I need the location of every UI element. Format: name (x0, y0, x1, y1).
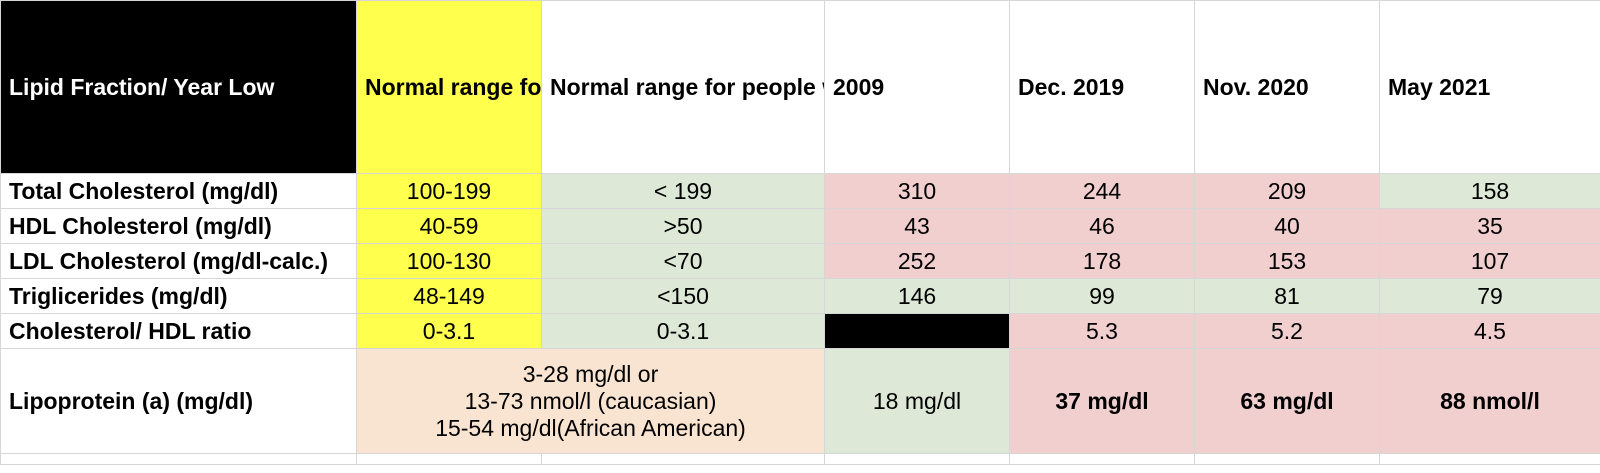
empty-row (0, 453, 1600, 465)
table-row: LDL Cholesterol (mg/dl-calc.) 100-130 <7… (0, 243, 1600, 279)
row-label-cell[interactable]: Total Cholesterol (mg/dl) (0, 173, 357, 209)
value-cell[interactable]: 40 (1194, 208, 1380, 244)
blank-black-cell[interactable] (824, 313, 1010, 349)
header-year-text: May 2021 (1388, 73, 1491, 100)
header-year-text: Dec. 2019 (1018, 73, 1125, 100)
table-row: Total Cholesterol (mg/dl) 100-199 < 199 … (0, 173, 1600, 209)
row-label-cell[interactable]: LDL Cholesterol (mg/dl-calc.) (0, 243, 357, 279)
value-cell[interactable]: 99 (1009, 278, 1195, 314)
lipoprotein-row: Lipoprotein (a) (mg/dl) 3-28 mg/dl or 13… (0, 348, 1600, 454)
header-year-text: 2009 (833, 73, 885, 100)
normal-all-cell[interactable]: 48-149 (356, 278, 542, 314)
header-cell-year[interactable]: Dec. 2019 (1009, 0, 1195, 174)
normal-risk-cell[interactable]: <70 (541, 243, 825, 279)
empty-cell[interactable] (1194, 453, 1380, 465)
table-row: Cholesterol/ HDL ratio 0-3.1 0-3.1 5.3 5… (0, 313, 1600, 349)
empty-cell[interactable] (541, 453, 825, 465)
empty-cell[interactable] (0, 453, 357, 465)
header-cell-normal-risk[interactable]: Normal range for people with risk factor… (541, 0, 825, 174)
value-cell[interactable]: 43 (824, 208, 1010, 244)
value-cell[interactable]: 158 (1379, 173, 1600, 209)
value-cell[interactable]: 244 (1009, 173, 1195, 209)
normal-risk-cell[interactable]: 0-3.1 (541, 313, 825, 349)
header-label-text: Lipid Fraction/ Year Low (9, 73, 275, 100)
normal-range-line: 13-73 nmol/l (caucasian) (464, 387, 717, 414)
value-cell[interactable]: 37 mg/dl (1009, 348, 1195, 454)
value-cell[interactable]: 252 (824, 243, 1010, 279)
value-cell[interactable]: 63 mg/dl (1194, 348, 1380, 454)
empty-cell[interactable] (1009, 453, 1195, 465)
normal-range-line: 15-54 mg/dl(African American) (435, 414, 746, 441)
value-cell[interactable]: 153 (1194, 243, 1380, 279)
row-label-cell[interactable]: Cholesterol/ HDL ratio (0, 313, 357, 349)
header-cell-normal-all[interactable]: Normal range for all people (356, 0, 542, 174)
value-cell[interactable]: 88 nmol/l (1379, 348, 1600, 454)
header-normal-risk-text: Normal range for people with risk factor… (550, 73, 824, 100)
normal-range-line: 3-28 mg/dl or (522, 360, 659, 387)
value-cell[interactable]: 46 (1009, 208, 1195, 244)
value-cell[interactable]: 310 (824, 173, 1010, 209)
row-label-cell[interactable]: Lipoprotein (a) (mg/dl) (0, 348, 357, 454)
header-normal-all-text: Normal range for all people (365, 73, 542, 100)
normal-all-cell[interactable]: 100-130 (356, 243, 542, 279)
value-cell[interactable]: 35 (1379, 208, 1600, 244)
value-cell[interactable]: 209 (1194, 173, 1380, 209)
normal-all-cell[interactable]: 40-59 (356, 208, 542, 244)
header-year-text: Nov. 2020 (1203, 73, 1309, 100)
normal-risk-cell[interactable]: < 199 (541, 173, 825, 209)
value-cell[interactable]: 81 (1194, 278, 1380, 314)
empty-cell[interactable] (356, 453, 542, 465)
lipoprotein-normal-range-cell[interactable]: 3-28 mg/dl or 13-73 nmol/l (caucasian) 1… (356, 348, 825, 454)
normal-all-cell[interactable]: 100-199 (356, 173, 542, 209)
value-cell[interactable]: 79 (1379, 278, 1600, 314)
value-cell[interactable]: 146 (824, 278, 1010, 314)
value-cell[interactable]: 5.3 (1009, 313, 1195, 349)
normal-all-cell[interactable]: 0-3.1 (356, 313, 542, 349)
value-cell[interactable]: 18 mg/dl (824, 348, 1010, 454)
value-cell[interactable]: 178 (1009, 243, 1195, 279)
row-label-cell[interactable]: HDL Cholesterol (mg/dl) (0, 208, 357, 244)
table-row: Triglicerides (mg/dl) 48-149 <150 146 99… (0, 278, 1600, 314)
table-row: HDL Cholesterol (mg/dl) 40-59 >50 43 46 … (0, 208, 1600, 244)
header-cell-label[interactable]: Lipid Fraction/ Year Low (0, 0, 357, 174)
row-label-cell[interactable]: Triglicerides (mg/dl) (0, 278, 357, 314)
header-cell-year[interactable]: 2009 (824, 0, 1010, 174)
normal-risk-cell[interactable]: <150 (541, 278, 825, 314)
header-cell-year[interactable]: Nov. 2020 (1194, 0, 1380, 174)
header-cell-year[interactable]: May 2021 (1379, 0, 1600, 174)
empty-cell[interactable] (824, 453, 1010, 465)
empty-cell[interactable] (1379, 453, 1600, 465)
value-cell[interactable]: 5.2 (1194, 313, 1380, 349)
value-cell[interactable]: 4.5 (1379, 313, 1600, 349)
header-row: Lipid Fraction/ Year Low Normal range fo… (0, 0, 1600, 174)
value-cell[interactable]: 107 (1379, 243, 1600, 279)
normal-risk-cell[interactable]: >50 (541, 208, 825, 244)
